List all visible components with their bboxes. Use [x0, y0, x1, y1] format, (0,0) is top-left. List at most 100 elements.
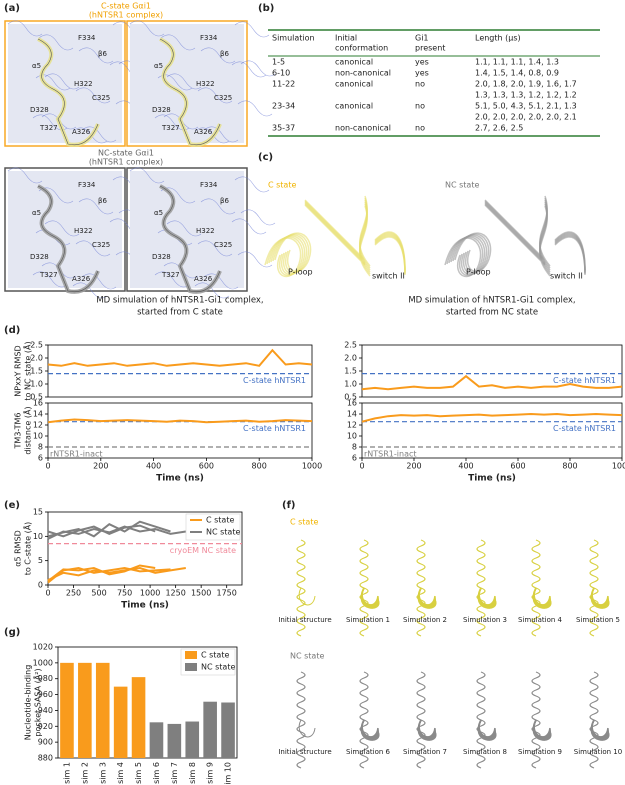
density-mesh	[44, 220, 80, 237]
helix-edge	[159, 38, 221, 146]
x-tick-label: 1000	[140, 589, 160, 598]
x-axis-label: Time (ns)	[468, 474, 516, 484]
loop	[298, 719, 316, 738]
density-mesh	[240, 209, 276, 226]
data-line	[47, 520, 171, 538]
bar	[95, 662, 110, 758]
annotation: switch II	[372, 272, 405, 281]
table-cell: 2.0, 1.8, 2.0, 1.9, 1.6, 1.7	[475, 80, 577, 89]
legend-label: NC state	[201, 663, 235, 672]
annotation: P-loop	[288, 268, 313, 277]
structure-label: Initial structure	[278, 748, 331, 756]
residue-label: C325	[92, 94, 110, 102]
residue-label: A326	[194, 128, 213, 136]
structure-label: Simulation 8	[463, 748, 507, 756]
x-tick-label: sim 3	[98, 762, 107, 784]
density-image	[8, 171, 122, 288]
group-title: NC state	[290, 652, 324, 661]
table-header: present	[415, 44, 445, 53]
x-tick-label: 1250	[165, 589, 185, 598]
bar	[78, 662, 92, 758]
panel-title: (hNTSR1 complex)	[89, 11, 163, 20]
table-cell: canonical	[335, 102, 373, 111]
density-mesh	[200, 47, 236, 64]
structure-label: Simulation 5	[576, 616, 620, 624]
annotation: P-loop	[466, 268, 491, 277]
loop	[477, 719, 497, 741]
x-tick-label: sim 4	[116, 762, 125, 784]
residue-label: α5	[32, 62, 41, 70]
table-header: Length (μs)	[475, 34, 521, 43]
density-mesh	[81, 126, 117, 143]
residue-label: H322	[74, 80, 93, 88]
table-header: conformation	[335, 44, 388, 53]
x-tick-label: 600	[199, 462, 214, 471]
state-label: C state	[268, 181, 296, 190]
reference-label: C-state hNTSR1	[553, 424, 616, 433]
table-cell: non-canonical	[335, 69, 391, 78]
plot-frame	[361, 402, 623, 459]
residue-label: α5	[154, 62, 163, 70]
x-tick-label: 1500	[191, 589, 211, 598]
panel-label: (e)	[4, 500, 20, 511]
frame	[4, 167, 126, 292]
frame	[4, 20, 126, 147]
table-cell: no	[415, 102, 425, 111]
y-tick-label: 2.0	[344, 354, 357, 363]
residue-label: H322	[196, 227, 215, 235]
panel-title: C-state Gαi1	[101, 2, 151, 11]
legend-swatch	[185, 651, 197, 659]
x-tick-label: sim 2	[80, 762, 89, 784]
structure-label: Simulation 10	[574, 748, 622, 756]
bar	[60, 662, 74, 758]
data-line	[47, 564, 156, 582]
legend-label: C state	[201, 651, 229, 660]
residue-label: β6	[98, 197, 107, 205]
reference-label: C-state hNTSR1	[553, 376, 616, 385]
y-tick-label: 2.0	[30, 354, 43, 363]
residue-label: C325	[214, 94, 232, 102]
y-tick-label: 2.5	[30, 341, 43, 350]
density-mesh	[72, 282, 108, 299]
y-tick-label: 1.5	[344, 367, 357, 376]
x-tick-label: 0	[45, 589, 50, 598]
table-cell: canonical	[335, 58, 373, 67]
residue-label: D328	[152, 253, 171, 261]
density-mesh	[197, 87, 233, 104]
density-mesh	[231, 218, 267, 235]
structure-label: Simulation 3	[463, 616, 507, 624]
helix-edge	[37, 38, 99, 146]
table-header: Initial	[335, 34, 357, 43]
table-cell: 2.0, 2.0, 2.0, 2.0, 2.0, 2.1	[475, 113, 577, 122]
structure-label: Simulation 9	[518, 748, 562, 756]
y-tick-label: 0.5	[344, 393, 357, 402]
x-tick-label: 800	[252, 462, 267, 471]
legend-label: NC state	[206, 528, 240, 537]
y-axis-label: TM3-TM6	[14, 413, 23, 450]
x-tick-label: 0	[359, 462, 364, 471]
data-line	[47, 418, 313, 424]
frame	[126, 20, 248, 147]
table-cell: no	[415, 124, 425, 133]
residue-label: T327	[161, 271, 180, 279]
y-tick-label: 960	[38, 690, 53, 699]
y-axis-label: pocket SASA (Å²)	[32, 668, 43, 736]
y-tick-label: 8	[352, 443, 357, 452]
panel-title: NC-state Gαi1	[98, 149, 154, 158]
residue-label: F334	[78, 181, 96, 189]
y-tick-label: 8	[38, 443, 43, 452]
reference-label: cryoEM NC state	[170, 546, 236, 555]
residue-label: T327	[39, 271, 58, 279]
panel-label: (f)	[282, 500, 296, 511]
panel-label: (d)	[4, 325, 20, 336]
y-tick-label: 2.5	[344, 341, 357, 350]
bar	[131, 677, 146, 758]
structure-label: Simulation 7	[403, 748, 447, 756]
plot-frame	[361, 344, 623, 398]
bar	[203, 701, 217, 758]
y-tick-label: 1.5	[30, 367, 43, 376]
y-tick-label: 10	[33, 432, 43, 441]
loop	[298, 587, 316, 606]
x-tick-label: 1750	[217, 589, 237, 598]
bar	[167, 723, 182, 758]
